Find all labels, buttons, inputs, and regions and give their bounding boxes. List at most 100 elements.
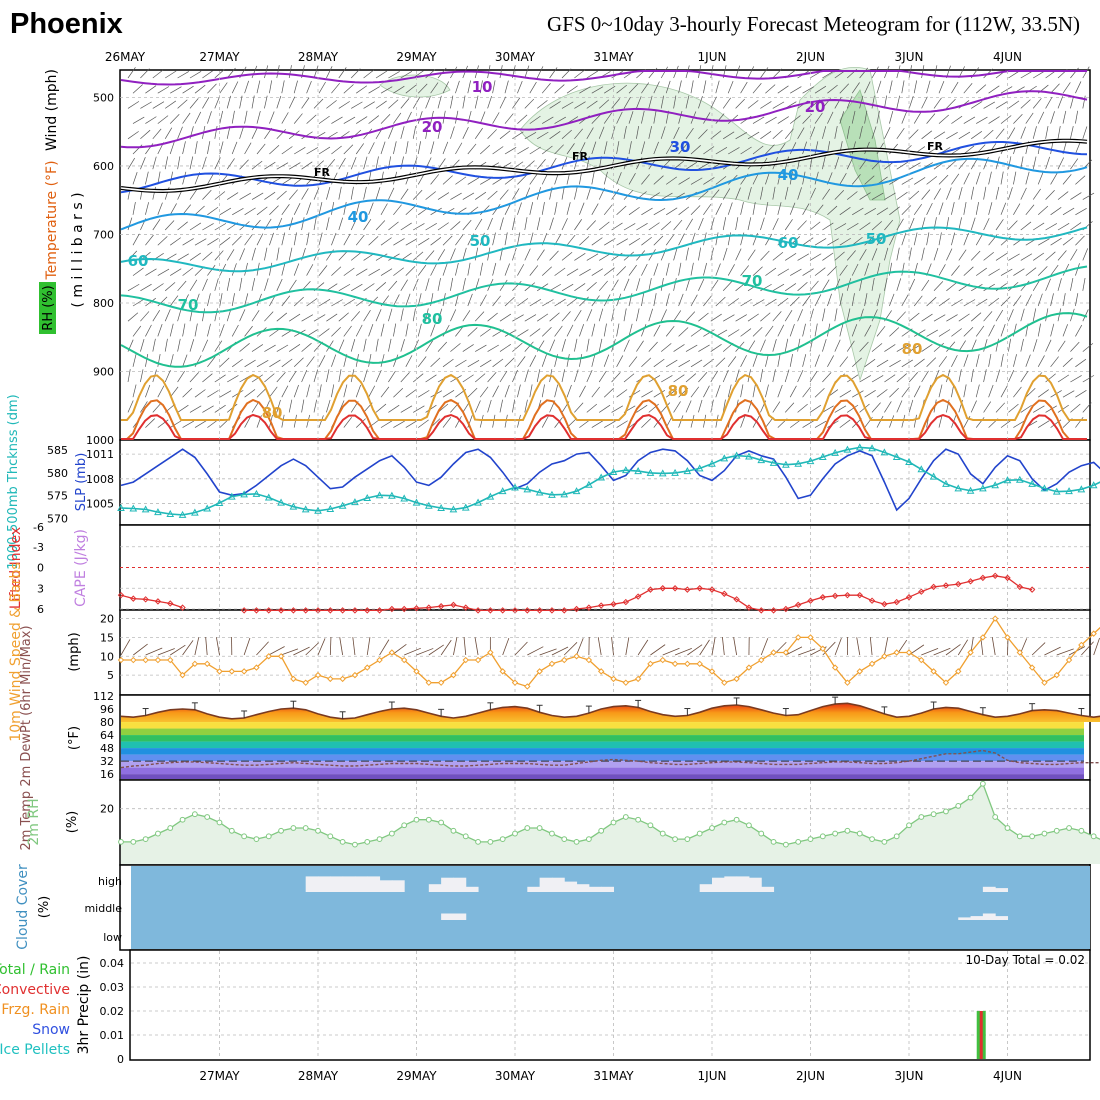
wind-barb [306, 114, 317, 124]
wind-barb [876, 415, 884, 428]
wind-barb [492, 385, 499, 398]
wind-barb [504, 232, 508, 246]
wind-speed-point [511, 679, 519, 686]
wind-barb [437, 249, 446, 261]
thickness-point [1089, 481, 1098, 489]
wind-barb [288, 189, 298, 200]
wind-barb [1062, 236, 1074, 246]
wind-barb [660, 402, 671, 413]
cloud-high-bar [465, 886, 479, 892]
wind-barb [933, 314, 946, 322]
wind-barb [269, 262, 273, 276]
wind-barb [908, 217, 915, 231]
wind-barb [388, 370, 396, 383]
wind-barb [479, 386, 489, 398]
lifted-index-point [167, 600, 174, 607]
wind-barb [951, 81, 959, 94]
wind-barb [536, 159, 546, 170]
wind-barb [598, 308, 604, 322]
wind-barb [777, 85, 789, 94]
surface-wind-barb [611, 637, 614, 656]
slp-tick: 1011 [86, 448, 114, 461]
thickness-point [1040, 484, 1049, 492]
wind-barb [425, 250, 435, 261]
wind-barb [765, 171, 770, 185]
wind-barb [549, 339, 556, 352]
y-axis-labels: Wind (mph)Temperature (°F)RH (%)( m i l … [6, 69, 92, 1054]
wind-barb [132, 201, 136, 215]
temp-fill-area [121, 703, 1100, 723]
wind-barb [685, 400, 692, 413]
wind-barb [480, 359, 492, 368]
wind-barb [908, 278, 916, 291]
wind-barb [1075, 416, 1084, 428]
rh-point [967, 794, 974, 801]
wind-barb [145, 268, 157, 276]
wind-barb [467, 327, 478, 337]
wind-barb [517, 384, 521, 398]
wind-barb [603, 323, 607, 337]
wind-barb [983, 369, 987, 383]
wind-barb [641, 390, 653, 398]
wind-barb [921, 247, 925, 261]
wind-barb [876, 262, 881, 276]
surface-wind-barb [379, 639, 390, 656]
wind-barb [499, 279, 508, 291]
wind-barb [1025, 112, 1034, 124]
wind-barb [400, 279, 408, 291]
wind-barb [685, 344, 698, 352]
wind-barb [1020, 221, 1032, 231]
wind-barb [541, 354, 547, 367]
wind-barb [504, 384, 510, 398]
wind-barb [492, 414, 496, 428]
wind-barb [127, 217, 133, 231]
rh-point [955, 803, 962, 809]
wind-barb [232, 207, 244, 216]
wind-barb [896, 247, 900, 261]
wind-barb [995, 402, 1006, 413]
wind-barb [673, 95, 677, 109]
wind-barb [301, 369, 308, 383]
wind-barb [1032, 188, 1041, 200]
wind-barb [641, 357, 652, 368]
wind-barb [1013, 203, 1021, 215]
wind-barb [921, 313, 933, 322]
wind-barb [1008, 220, 1018, 231]
thickness-point [1065, 487, 1073, 495]
wind-barb [182, 294, 189, 307]
wind-speed-point [376, 656, 383, 664]
thickness-point [400, 494, 409, 502]
wind-barb [467, 233, 474, 246]
wind-barb [765, 144, 775, 155]
wind-barb [772, 251, 784, 261]
wind-speed-point [548, 660, 556, 668]
wind-barb [517, 147, 529, 155]
wind-barb [889, 293, 895, 307]
wind-barb [970, 339, 977, 352]
wind-barb [350, 186, 354, 200]
wind-barb [641, 141, 646, 155]
wind-barb [288, 279, 297, 291]
wind-barb [611, 188, 620, 200]
wind-barb [239, 277, 243, 291]
rh-point [302, 825, 309, 831]
wind-barb [963, 326, 974, 337]
top-date-label: 27MAY [199, 50, 240, 64]
wind-barb [665, 389, 677, 398]
wind-barb [132, 267, 144, 276]
wind-barb [673, 310, 682, 322]
wind-barb [914, 177, 926, 185]
wind-barb [1013, 386, 1022, 398]
wind-barb [331, 327, 341, 337]
surface-wind-barb [733, 637, 738, 656]
temp-color-band [121, 722, 1084, 729]
wind-barb [636, 404, 648, 413]
wind-barb [760, 312, 771, 322]
wind-barb [412, 189, 423, 200]
cloud-high-bar [318, 876, 331, 892]
wind-barb [338, 369, 342, 383]
wind-barb [554, 417, 563, 428]
rh-point [795, 838, 802, 845]
wind-barb [814, 171, 819, 185]
wind-barb [698, 344, 710, 352]
